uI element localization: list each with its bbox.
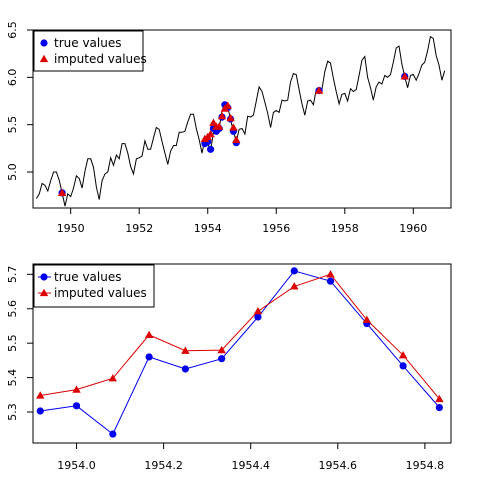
y-tick-label: 6.5 [6,21,19,39]
true-value-point [326,277,335,285]
imputed-value-point [435,394,444,403]
x-tick-label: 1954.0 [57,459,96,472]
x-tick-label: 1954.6 [319,459,358,472]
true-value-point [72,402,81,410]
imputed-value-point [290,282,299,290]
y-tick-label: 6.0 [6,69,19,87]
x-tick-label: 1950 [57,222,85,235]
top-chart: 1950 1952 1954 1956 1958 1960 5.0 5.5 6.0 6.5 true… [6,21,452,235]
plot-area [36,267,444,438]
imputed-value-point [57,188,67,197]
imputed-value-point [253,306,263,315]
legend-label: true values [54,36,121,50]
imputed-value-point [223,101,232,109]
imputed-value-point [217,345,226,354]
x-tick-label: 1958 [331,222,359,235]
y-tick-label: 5.5 [6,116,19,133]
legend-box [33,30,144,72]
true-value-point [145,353,153,361]
imputed-value-point [226,113,235,122]
legend-label: imputed values [54,286,147,300]
imputed-value-point [229,123,238,131]
x-tick-label: 1956 [262,222,290,235]
x-axis: 1954.0 1954.2 1954.4 1954.6 1954.8 [57,442,445,472]
x-tick-label: 1954.4 [231,459,270,472]
legend-circle-marker [40,39,48,47]
legend-label: true values [54,270,121,284]
true-value-point [181,365,189,373]
true-values-line [40,270,440,435]
imputed-value-point [217,111,227,120]
true-value-point [36,407,44,415]
legend: true values imputed values [33,264,155,308]
imputed-value-point [398,351,408,359]
x-tick-label: 1954.2 [144,459,183,472]
true-value-point [254,313,262,321]
bottom-chart: 1954.0 1954.2 1954.4 1954.6 1954.85.35.45.55… [6,263,452,472]
x-tick-label: 1960 [399,222,427,235]
legend: true values imputed values [33,30,147,72]
true-value-point [399,362,407,370]
y-tick-label: 5.3 [6,403,19,421]
true-value-point [109,430,117,438]
x-tick-label: 1954 [194,222,222,235]
imputed-value-point [206,129,215,138]
series-line [35,35,446,207]
y-axis: 5.3 5.4 5.5 5.6 5.7 [6,266,34,421]
imputed-value-point [144,330,154,339]
imputed-value-point [214,122,224,130]
legend-triangle-marker [39,288,49,297]
legend-triangle-marker [39,54,49,63]
imputed-value-point [181,346,190,354]
true-value-point [290,267,298,275]
imputed-value-point [108,374,118,382]
true-value-point [435,403,443,412]
true-value-point [206,145,215,153]
imputed-values-line [40,273,440,400]
imputed-value-point [36,391,45,399]
legend-label: imputed values [54,52,147,66]
imputed-value-point [72,385,81,393]
imputed-value-point [400,72,409,80]
y-tick-label: 5.5 [6,334,19,352]
true-value-point [218,355,226,363]
imputed-value-point [326,270,335,278]
imputed-value-point [314,86,324,94]
y-tick-label: 5.4 [6,369,19,387]
legend-circle-marker [40,273,48,281]
y-tick-label: 5.0 [6,163,19,181]
x-axis: 1950 1952 1954 1956 1958 1960 [57,207,427,235]
y-tick-label: 5.7 [6,266,19,284]
x-tick-label: 1954.8 [406,459,445,472]
imputed-value-point [362,315,372,323]
plot-area [35,35,446,207]
imputed-value-point [232,135,241,143]
legend-box [33,264,155,308]
x-tick-label: 1952 [125,222,153,235]
y-axis: 5.0 5.5 6.0 6.5 [6,21,34,181]
y-tick-label: 5.6 [6,300,19,318]
